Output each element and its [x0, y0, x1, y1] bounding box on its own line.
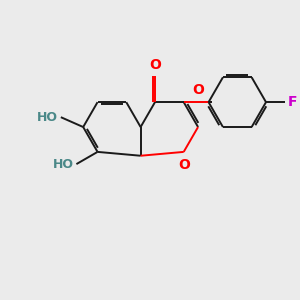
Text: O: O	[192, 83, 204, 97]
Text: HO: HO	[52, 158, 74, 171]
Text: HO: HO	[37, 111, 58, 124]
Text: F: F	[288, 95, 298, 109]
Text: O: O	[149, 58, 161, 72]
Text: O: O	[178, 158, 190, 172]
